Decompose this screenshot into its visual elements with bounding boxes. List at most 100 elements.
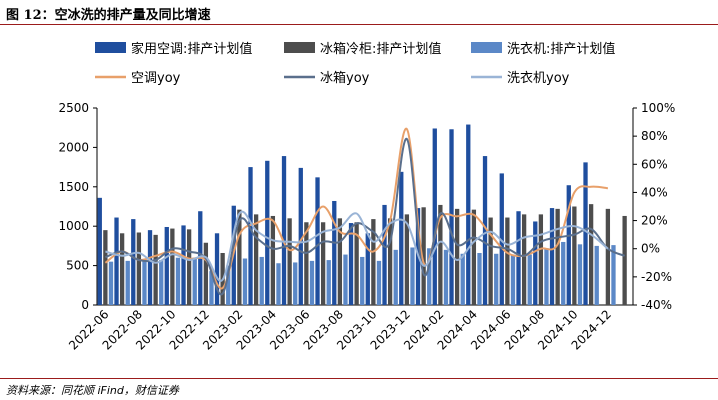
bar-3 (175, 257, 181, 305)
bar-1 (566, 185, 571, 305)
bar-2 (622, 215, 627, 305)
bar-3 (293, 262, 298, 305)
y-right-tick-label: 60% (641, 157, 668, 171)
bar-2 (253, 214, 259, 305)
bar-2 (488, 217, 493, 305)
bar-2 (153, 234, 158, 305)
bar-1 (281, 156, 287, 305)
bar-1 (583, 162, 588, 305)
bar-3 (276, 263, 281, 305)
bar-2 (371, 219, 376, 305)
line-series-4 (105, 137, 625, 296)
bar-3 (108, 261, 114, 305)
bar-2 (203, 242, 209, 305)
bar-1 (382, 204, 387, 305)
y-right-tick-label: -20% (641, 270, 672, 284)
bar-1 (516, 211, 521, 305)
bar-3 (142, 259, 147, 305)
bar-1 (533, 221, 538, 305)
bar-2 (438, 204, 443, 305)
bar-3 (527, 254, 532, 305)
bar-1 (131, 219, 136, 305)
bar-3 (309, 260, 315, 305)
bar-2 (572, 206, 577, 305)
y-right-tick-label: 80% (641, 129, 668, 143)
bar-3 (594, 245, 599, 305)
bar-1 (114, 217, 119, 305)
bar-1 (432, 128, 437, 305)
bar-1 (214, 233, 220, 305)
bar-2 (337, 218, 343, 305)
bar-3 (410, 247, 415, 305)
bar-1 (164, 226, 169, 305)
bar-3 (561, 241, 566, 305)
y-right-tick-label: 0% (641, 242, 660, 256)
bar-3 (326, 260, 331, 305)
legend-label: 冰箱yoy (320, 70, 370, 86)
y-left-tick-label: 1500 (58, 180, 89, 194)
legend-swatch (471, 42, 502, 53)
bar-2 (454, 208, 460, 305)
bar-3 (510, 254, 516, 305)
legend-label: 家用空调:排产计划值 (131, 41, 252, 57)
bar-3 (544, 248, 549, 305)
bar-2 (237, 209, 242, 305)
y-left-tick-label: 2500 (58, 101, 89, 115)
bar-2 (354, 222, 359, 305)
bar-1 (181, 225, 186, 305)
bar-3 (159, 260, 164, 305)
bar-2 (538, 214, 544, 305)
bar-3 (443, 249, 449, 305)
bar-1 (399, 171, 404, 305)
y-right-tick-label: 40% (641, 185, 668, 199)
bar-3 (209, 271, 214, 305)
bar-2 (521, 214, 527, 305)
bar-2 (605, 208, 611, 305)
bar-2 (136, 232, 142, 305)
line-series-5 (105, 210, 609, 282)
figure-title: 图 12：空冰洗的排产量及同比增速 (6, 8, 211, 23)
bar-3 (192, 257, 197, 305)
bar-3 (393, 249, 398, 305)
bar-1 (449, 129, 454, 305)
bar-3 (427, 248, 432, 305)
bar-1 (265, 160, 270, 305)
y-left-tick-label: 0 (81, 298, 89, 312)
bar-3 (376, 260, 382, 305)
bar-3 (242, 258, 248, 305)
bar-3 (125, 260, 130, 305)
bar-2 (320, 222, 326, 305)
bar-3 (577, 244, 583, 305)
y-right-tick-label: -40% (641, 298, 672, 312)
bar-2 (119, 233, 125, 305)
bar-2 (387, 218, 393, 305)
y-left-tick-label: 2000 (58, 140, 89, 154)
bar-2 (588, 204, 594, 305)
bar-1 (482, 156, 488, 305)
bar-1 (315, 177, 320, 305)
y-left-tick-label: 500 (66, 259, 89, 273)
bar-1 (365, 233, 370, 305)
bar-1 (499, 173, 504, 305)
legend-label: 洗衣机:排产计划值 (507, 41, 615, 57)
bar-1 (97, 197, 102, 305)
bar-3 (477, 252, 482, 305)
y-left-tick-label: 1000 (58, 219, 89, 233)
bar-1 (549, 208, 555, 305)
bar-2 (555, 208, 560, 305)
bar-2 (287, 218, 292, 305)
bar-1 (147, 230, 153, 305)
legend-label: 洗衣机yoy (507, 70, 570, 86)
bar-3 (226, 265, 231, 305)
bar-2 (421, 207, 426, 305)
bar-1 (248, 167, 253, 305)
bar-2 (505, 217, 510, 305)
figure-source: 资料来源：同花顺 iFind，财信证券 (6, 384, 179, 397)
bar-1 (298, 167, 303, 305)
bar-3 (460, 253, 465, 305)
bar-3 (611, 245, 616, 305)
legend-label: 冰箱冷柜:排产计划值 (320, 41, 441, 57)
bar-2 (304, 222, 309, 305)
source-rule (0, 378, 718, 379)
bar-3 (360, 256, 365, 305)
